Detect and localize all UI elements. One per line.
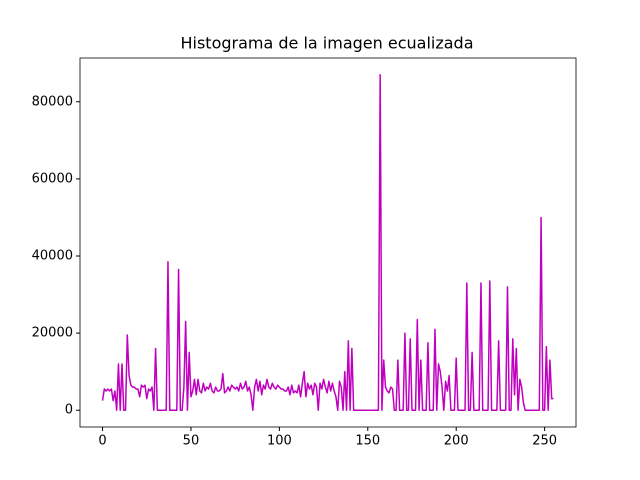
y-tick-label: 0 bbox=[65, 403, 73, 418]
y-tick-label: 80000 bbox=[32, 94, 73, 109]
x-tick-label: 100 bbox=[267, 434, 292, 449]
x-tick-label: 0 bbox=[98, 434, 106, 449]
y-tick-label: 20000 bbox=[32, 326, 73, 341]
x-tick-label: 150 bbox=[355, 434, 380, 449]
x-tick-label: 200 bbox=[444, 434, 469, 449]
y-tick-label: 40000 bbox=[32, 248, 73, 263]
x-tick-label: 50 bbox=[183, 434, 200, 449]
data-line bbox=[101, 74, 554, 411]
x-tick-label: 250 bbox=[532, 434, 557, 449]
plot-frame bbox=[79, 57, 577, 428]
chart-title: Histograma de la imagen ecualizada bbox=[180, 34, 473, 53]
y-tick-label: 60000 bbox=[32, 171, 73, 186]
